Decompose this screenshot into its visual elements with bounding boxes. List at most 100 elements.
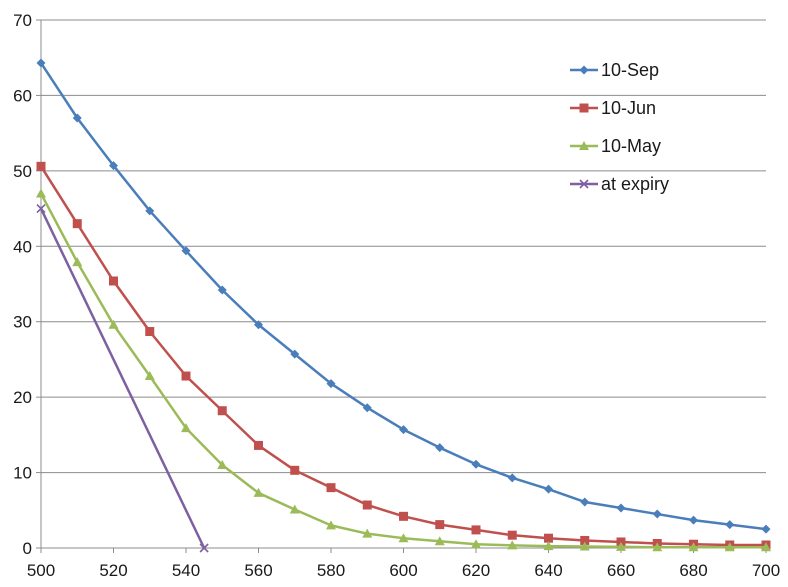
legend: 10-Sep 10-Jun 10-May at expiry xyxy=(570,60,669,194)
legend-item: at expiry xyxy=(570,174,669,194)
data-point xyxy=(36,58,46,68)
data-point xyxy=(72,257,83,267)
data-point xyxy=(543,541,554,551)
data-point xyxy=(181,423,191,433)
data-point xyxy=(689,515,698,525)
legend-label: 10-Jun xyxy=(601,98,656,118)
data-point xyxy=(507,473,517,483)
data-point xyxy=(36,161,46,171)
data-point xyxy=(109,161,118,171)
data-point xyxy=(362,500,372,510)
data-point xyxy=(725,520,735,530)
data-point xyxy=(471,459,481,469)
series-layer xyxy=(36,58,771,553)
data-point xyxy=(144,371,155,381)
data-point xyxy=(181,371,191,381)
data-point xyxy=(399,425,408,435)
x-tick-label: 560 xyxy=(244,561,272,580)
data-point xyxy=(254,320,263,330)
data-point xyxy=(544,484,553,494)
legend-swatch-marker xyxy=(579,141,589,150)
y-tick-label: 50 xyxy=(13,162,32,181)
data-point xyxy=(36,204,46,214)
data-point xyxy=(145,327,155,337)
y-tick-label: 20 xyxy=(13,388,32,407)
data-point xyxy=(616,541,626,551)
x-tick-label: 660 xyxy=(607,561,635,580)
data-point xyxy=(109,276,118,286)
series-10-sep xyxy=(36,58,771,534)
data-point xyxy=(217,460,228,470)
data-point xyxy=(399,511,408,521)
data-point xyxy=(326,483,336,493)
y-tick-label: 40 xyxy=(13,237,32,256)
data-point xyxy=(72,219,82,229)
legend-label: 10-May xyxy=(601,136,661,156)
data-point xyxy=(253,487,264,497)
data-point xyxy=(72,113,82,123)
legend-swatch-marker xyxy=(579,103,589,113)
data-point xyxy=(688,542,699,552)
data-point xyxy=(724,542,735,552)
x-tick-label: 520 xyxy=(99,561,127,580)
series-10-jun xyxy=(36,161,771,550)
series-10-may xyxy=(36,188,771,552)
data-point xyxy=(434,536,445,546)
axes xyxy=(40,20,766,549)
x-tick-label: 600 xyxy=(389,561,417,580)
legend-swatch-marker xyxy=(579,65,589,75)
y-tick-label: 70 xyxy=(13,11,32,30)
data-point xyxy=(761,524,771,534)
data-point xyxy=(36,188,46,198)
data-point xyxy=(507,540,518,550)
series-line xyxy=(39,165,766,547)
data-point xyxy=(254,440,263,450)
data-point xyxy=(471,539,481,549)
y-tick-label: 0 xyxy=(23,539,32,558)
legend-item: 10-May xyxy=(570,136,661,156)
data-point xyxy=(580,497,590,507)
data-point xyxy=(289,504,300,514)
data-point xyxy=(579,541,590,551)
data-point xyxy=(217,406,227,416)
series-line xyxy=(39,62,767,531)
data-point xyxy=(181,246,191,256)
y-tick-label: 10 xyxy=(13,464,32,483)
x-tick-label: 580 xyxy=(317,561,345,580)
series-line xyxy=(39,208,206,549)
data-point xyxy=(435,520,445,530)
data-point xyxy=(471,525,481,535)
legend-label: 10-Sep xyxy=(601,60,659,80)
data-point xyxy=(362,403,372,413)
x-tick-label: 620 xyxy=(462,561,490,580)
data-point xyxy=(544,533,553,543)
gridlines xyxy=(41,19,766,474)
data-point xyxy=(761,542,771,552)
data-point xyxy=(362,528,373,538)
data-point xyxy=(398,533,409,543)
data-point xyxy=(199,543,209,553)
data-point xyxy=(217,285,227,295)
legend-swatch-marker xyxy=(579,179,589,189)
data-point xyxy=(145,206,155,216)
legend-item: 10-Sep xyxy=(570,60,659,80)
data-point xyxy=(326,379,336,389)
x-tick-label: 500 xyxy=(27,561,55,580)
y-axis-ticks: 0 10 20 30 40 50 60 70 xyxy=(13,11,41,558)
data-point xyxy=(290,349,300,359)
data-point xyxy=(108,319,119,329)
x-axis-ticks: 500 520 540 560 580 600 620 640 660 680 700 xyxy=(27,548,780,580)
data-point xyxy=(507,530,517,540)
data-point xyxy=(616,503,626,513)
x-tick-label: 700 xyxy=(752,561,780,580)
y-tick-label: 60 xyxy=(13,86,32,105)
data-point xyxy=(290,465,300,475)
x-tick-label: 680 xyxy=(679,561,707,580)
series-at-expiry xyxy=(36,204,209,553)
x-tick-label: 640 xyxy=(534,561,562,580)
data-point xyxy=(326,520,336,530)
x-tick-label: 540 xyxy=(172,561,200,580)
data-point xyxy=(580,535,590,545)
data-point xyxy=(435,443,445,453)
